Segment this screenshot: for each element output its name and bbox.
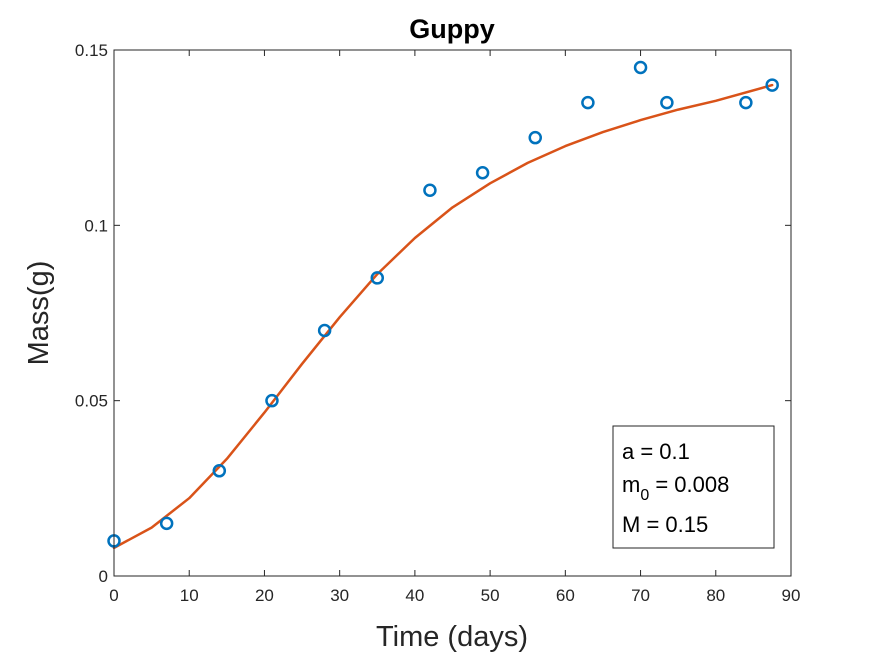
annotation-m-text: m <box>622 472 640 497</box>
annotation-line-a: a = 0.1 <box>622 439 690 464</box>
x-tick-label: 60 <box>556 586 575 605</box>
data-point <box>765 78 779 92</box>
x-axis-label: Time (days) <box>376 621 528 653</box>
annotation-a-text: a = 0.1 <box>622 439 690 464</box>
ticks-layer: 0 10 20 30 40 50 60 70 80 90 0 0.05 0.1 0.15 <box>75 41 801 605</box>
data-point <box>660 95 674 110</box>
x-tick-label: 30 <box>330 586 349 605</box>
x-tick-label: 0 <box>109 586 118 605</box>
data-point <box>212 464 227 478</box>
data-point <box>265 393 279 408</box>
data-point <box>739 95 753 110</box>
y-axis-label: Mass(g) <box>23 261 55 366</box>
y-tick-label: 0.05 <box>75 392 108 411</box>
annotation-line-M: M = 0.15 <box>622 512 708 537</box>
data-point <box>317 323 332 338</box>
x-tick-label: 80 <box>706 586 725 605</box>
x-tick-label: 50 <box>481 586 500 605</box>
data-point <box>423 183 437 198</box>
annotation-box <box>612 425 775 549</box>
annotation-M-text: M = 0.15 <box>622 512 708 537</box>
data-point <box>370 271 385 285</box>
x-tick-label: 90 <box>782 586 801 605</box>
x-tick-label: 20 <box>255 586 274 605</box>
x-tick-label: 10 <box>180 586 199 605</box>
annotation-m-subscript: 0 <box>640 487 649 504</box>
data-point <box>581 95 595 110</box>
axes-box <box>113 49 792 577</box>
annotation-m0-value: = 0.008 <box>649 472 729 497</box>
parameter-annotation: a = 0.1 m0 = 0.008 M = 0.15 <box>612 425 775 549</box>
x-tick-label: 40 <box>405 586 424 605</box>
y-tick-label: 0 <box>99 567 108 586</box>
annotation-line-m0: m0 = 0.008 <box>622 472 729 504</box>
chart-title: Guppy <box>409 14 495 44</box>
data-points-layer <box>107 60 779 548</box>
data-point <box>528 130 542 145</box>
y-tick-label: 0.15 <box>75 41 108 60</box>
data-point <box>475 165 490 180</box>
y-tick-label: 0.1 <box>84 216 108 235</box>
x-tick-label: 70 <box>631 586 650 605</box>
data-point <box>159 516 174 531</box>
data-point <box>633 60 648 75</box>
